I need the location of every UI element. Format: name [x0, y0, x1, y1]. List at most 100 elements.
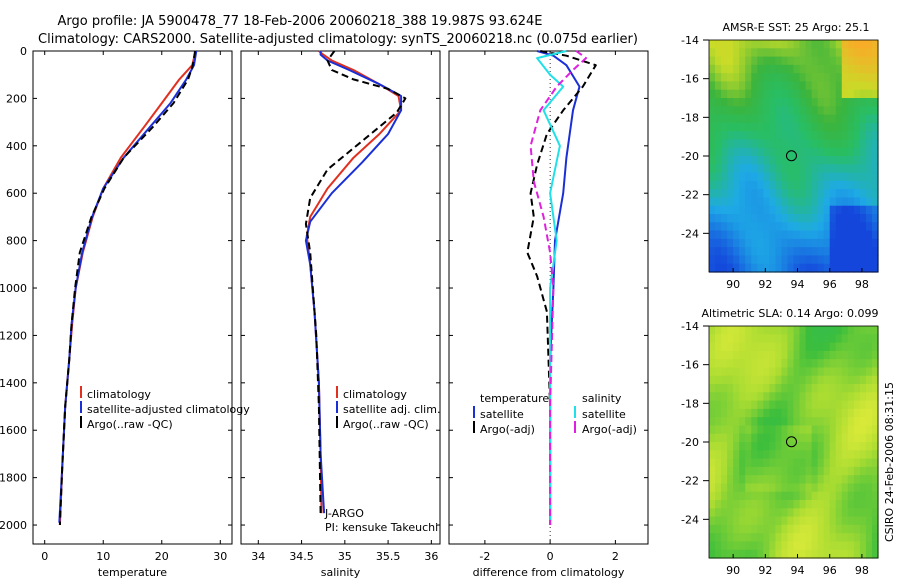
- map-cell: [793, 342, 801, 352]
- map-cell: [787, 230, 795, 240]
- map-cell: [727, 222, 734, 232]
- map-cell: [835, 73, 843, 83]
- map-cell: [781, 89, 789, 99]
- map-cell: [769, 442, 776, 451]
- map-cell: [751, 81, 758, 91]
- map-cell: [721, 400, 728, 410]
- map-cell: [781, 334, 789, 344]
- map-cell: [751, 172, 758, 182]
- map-cell: [745, 89, 752, 99]
- map-cell: [763, 359, 770, 369]
- map-cell: [775, 384, 783, 393]
- y-tick-label: -14: [681, 34, 699, 47]
- x-tick-label: 96: [823, 278, 837, 291]
- map-cell: [787, 172, 795, 182]
- map-cell: [805, 147, 813, 157]
- map-cell: [829, 230, 837, 240]
- map-cell: [859, 106, 867, 116]
- map-cell: [841, 255, 849, 265]
- map-cell: [793, 549, 801, 559]
- map-cell: [841, 222, 849, 232]
- map-cell: [859, 508, 867, 518]
- map-cell: [787, 263, 795, 273]
- map-cell: [811, 392, 819, 402]
- map-cell: [775, 40, 783, 49]
- map-cell: [799, 147, 807, 157]
- map-cell: [865, 222, 873, 232]
- map-cell: [811, 197, 819, 207]
- map-cell: [715, 238, 722, 248]
- map-cell: [781, 56, 789, 66]
- map-cell: [727, 500, 734, 509]
- map-cell: [733, 400, 740, 410]
- map-cell: [739, 350, 746, 360]
- map-cell: [859, 350, 867, 360]
- map-cell: [751, 247, 758, 257]
- map-cell: [799, 466, 807, 476]
- difference-profile-series-temperature-argo-adj-: [526, 50, 597, 525]
- map-cell: [871, 508, 879, 518]
- y-tick-label: 400: [6, 140, 27, 153]
- map-cell: [757, 106, 764, 116]
- map-cell: [769, 114, 776, 124]
- map-cell: [781, 450, 789, 460]
- map-cell: [847, 64, 855, 74]
- map-cell: [799, 139, 807, 149]
- map-cell: [835, 230, 843, 240]
- map-cell: [811, 64, 819, 74]
- map-cell: [727, 139, 734, 149]
- map-cell: [775, 533, 783, 543]
- map-cell: [721, 222, 728, 232]
- map-cell: [751, 164, 758, 174]
- map-cell: [763, 73, 770, 83]
- map-cell: [829, 400, 837, 410]
- sla-map: 90 92 94 96 98-14-16-18-20-22-24: [681, 320, 879, 577]
- map-cell: [853, 205, 861, 215]
- map-cell: [793, 106, 801, 116]
- map-cell: [799, 247, 807, 257]
- map-cell: [871, 122, 879, 132]
- map-cell: [727, 73, 734, 83]
- map-cell: [787, 180, 795, 190]
- map-cell: [841, 326, 849, 335]
- map-cell: [847, 214, 855, 223]
- map-cell: [763, 205, 770, 215]
- map-cell: [751, 255, 758, 265]
- map-cell: [811, 205, 819, 215]
- map-cell: [721, 466, 728, 476]
- map-cell: [841, 247, 849, 257]
- map-cell: [805, 122, 813, 132]
- map-cell: [739, 483, 746, 493]
- legend-heading-temperature: temperature: [480, 392, 549, 405]
- map-cell: [745, 247, 752, 257]
- map-cell: [751, 222, 758, 232]
- map-cell: [829, 98, 837, 107]
- map-cell: [715, 359, 722, 369]
- map-cell: [859, 222, 867, 232]
- map-cell: [829, 106, 837, 116]
- map-cell: [733, 164, 740, 174]
- map-cell: [829, 433, 837, 443]
- map-cell: [715, 541, 722, 551]
- map-cell: [715, 450, 722, 460]
- map-cell: [751, 417, 758, 427]
- map-cell: [763, 334, 770, 344]
- map-cell: [835, 48, 843, 58]
- map-cell: [715, 433, 722, 443]
- map-cell: [847, 230, 855, 240]
- map-cell: [799, 483, 807, 493]
- map-cell: [871, 442, 879, 451]
- map-cell: [733, 205, 740, 215]
- map-cell: [787, 491, 795, 501]
- map-cell: [739, 392, 746, 402]
- map-cell: [871, 106, 879, 116]
- map-cell: [733, 466, 740, 476]
- x-tick-label: 92: [758, 564, 772, 577]
- map-cell: [859, 64, 867, 74]
- map-cell: [739, 263, 746, 273]
- map-cell: [799, 73, 807, 83]
- map-cell: [871, 214, 879, 223]
- map-cell: [817, 222, 825, 232]
- map-cell: [841, 384, 849, 393]
- map-cell: [799, 230, 807, 240]
